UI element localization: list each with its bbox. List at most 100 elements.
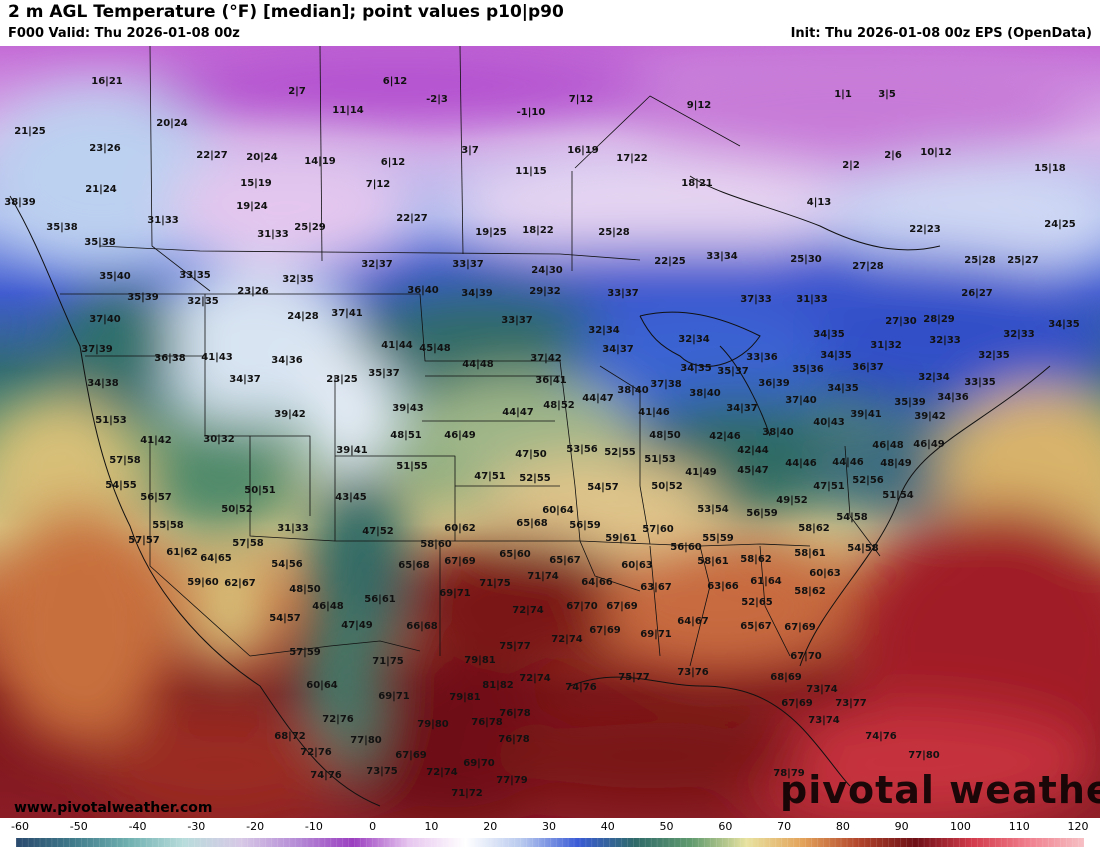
point-value: 76|78 — [471, 717, 503, 728]
point-value: 3|7 — [461, 145, 479, 156]
point-value: 75|77 — [499, 641, 531, 652]
point-value: 63|66 — [707, 581, 739, 592]
point-value: 22|27 — [196, 150, 228, 161]
point-value: 30|32 — [203, 434, 235, 445]
point-value: 65|68 — [516, 518, 548, 529]
point-value: 35|37 — [368, 368, 400, 379]
point-value: 53|56 — [566, 444, 598, 455]
point-value: 15|18 — [1034, 163, 1066, 174]
point-value: 44|46 — [785, 458, 817, 469]
point-value: 58|61 — [697, 556, 729, 567]
point-value: 38|40 — [762, 427, 794, 438]
point-value: 23|26 — [237, 286, 269, 297]
legend-tick-label: -60 — [11, 820, 29, 833]
point-value: 60|62 — [444, 523, 476, 534]
point-value: 72|74 — [551, 634, 583, 645]
point-value: 54|56 — [271, 559, 303, 570]
point-value: 67|70 — [790, 651, 822, 662]
legend-colorbar — [16, 838, 1084, 847]
point-value: 49|52 — [776, 495, 808, 506]
point-value: 58|61 — [794, 548, 826, 559]
point-value: 9|12 — [686, 100, 712, 111]
point-value: 74|76 — [565, 682, 597, 693]
site-credit[interactable]: www.pivotalweather.com — [14, 800, 213, 816]
point-value: 67|70 — [566, 601, 598, 612]
point-value: 32|35 — [187, 296, 219, 307]
point-value: 72|74 — [512, 605, 544, 616]
point-value: 35|38 — [84, 237, 116, 248]
point-value: 32|35 — [282, 274, 314, 285]
point-value: 37|41 — [331, 308, 363, 319]
point-value: 47|51 — [474, 471, 506, 482]
point-value: 50|52 — [651, 481, 683, 492]
point-value: 36|39 — [758, 378, 790, 389]
legend-tick-label: 60 — [718, 820, 733, 833]
point-value: 65|67 — [549, 555, 581, 566]
point-value: 58|62 — [798, 523, 830, 534]
point-value: 35|37 — [717, 366, 749, 377]
point-value: 61|62 — [166, 547, 198, 558]
legend-tick-label: -10 — [304, 820, 323, 833]
point-value: 33|37 — [607, 288, 639, 299]
point-value: 36|38 — [154, 353, 186, 364]
legend-tick-label: -20 — [246, 820, 265, 833]
point-value: 32|33 — [929, 335, 961, 346]
point-value: 35|39 — [894, 397, 926, 408]
legend-tick-label: 110 — [1008, 820, 1030, 833]
point-value: 22|25 — [654, 256, 686, 267]
point-value: 71|74 — [527, 571, 559, 582]
point-value: 39|42 — [914, 411, 946, 422]
point-value: 31|33 — [277, 523, 309, 534]
point-value: 44|48 — [462, 359, 494, 370]
point-value: 34|35 — [680, 363, 712, 374]
point-value: 65|68 — [398, 560, 430, 571]
point-value: 40|43 — [813, 417, 845, 428]
point-value: 2|7 — [288, 86, 306, 97]
point-value: 11|14 — [332, 105, 364, 116]
temperature-map[interactable]: 16|21 2|7 6|12 -2|3 -1|10 7|12 9|12 1|1 3|5 11|14… — [0, 46, 1100, 818]
point-value: 77|79 — [496, 775, 528, 786]
point-value: 20|24 — [246, 152, 278, 163]
point-value: 21|25 — [14, 126, 46, 137]
point-value: 56|61 — [364, 594, 396, 605]
point-value: 25|28 — [964, 255, 996, 266]
legend-tick-label: 100 — [949, 820, 971, 833]
point-value: 79|81 — [449, 692, 481, 703]
point-value: 60|64 — [306, 680, 338, 691]
point-value: 31|33 — [796, 294, 828, 305]
point-value: 48|50 — [649, 430, 681, 441]
point-value: 57|58 — [232, 538, 264, 549]
point-value: 42|44 — [737, 445, 769, 456]
temperature-field — [0, 46, 1100, 818]
point-value: 38|40 — [689, 388, 721, 399]
point-value: 42|46 — [709, 431, 741, 442]
point-value: 48|51 — [390, 430, 422, 441]
color-legend: -60 -50 -40 -30 -20 -10 0 10 20 30 40 50 60 70 80 90 100… — [0, 818, 1100, 850]
point-value: 36|37 — [852, 362, 884, 373]
point-value: 57|58 — [109, 455, 141, 466]
point-value: 15|19 — [240, 178, 272, 189]
point-value: 4|13 — [806, 197, 832, 208]
point-value: 47|49 — [341, 620, 373, 631]
point-value: 34|35 — [820, 350, 852, 361]
point-value: 77|80 — [350, 735, 382, 746]
point-value: 44|46 — [832, 457, 864, 468]
point-value: 24|25 — [1044, 219, 1076, 230]
point-value: 34|37 — [229, 374, 261, 385]
point-value: 16|19 — [567, 145, 599, 156]
point-value: 37|39 — [81, 344, 113, 355]
point-value: 35|39 — [127, 292, 159, 303]
point-value: 32|37 — [361, 259, 393, 270]
point-value: 35|40 — [99, 271, 131, 282]
point-value: 46|48 — [872, 440, 904, 451]
point-value: 67|69 — [444, 556, 476, 567]
legend-tick-label: -30 — [187, 820, 206, 833]
point-value: 58|60 — [420, 539, 452, 550]
point-value: 32|33 — [1003, 329, 1035, 340]
point-value: 32|34 — [918, 372, 950, 383]
point-value: 48|52 — [543, 400, 575, 411]
point-value: 56|57 — [140, 492, 172, 503]
point-value: 32|34 — [588, 325, 620, 336]
point-value: 68|69 — [770, 672, 802, 683]
point-value: 77|80 — [908, 750, 940, 761]
